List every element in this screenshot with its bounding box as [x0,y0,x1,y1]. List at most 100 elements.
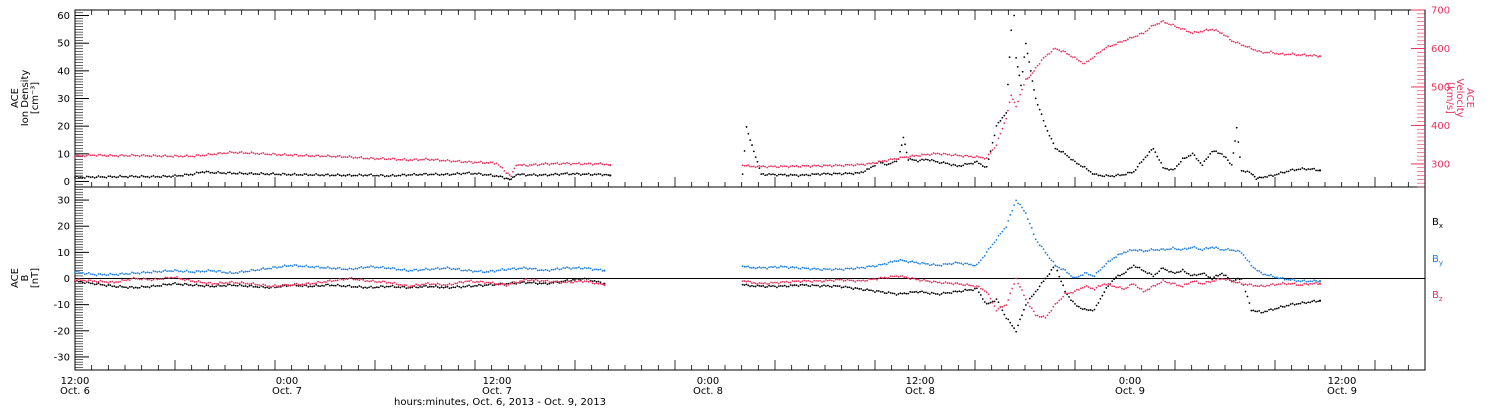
bottom-point [1266,310,1268,313]
top-point [377,175,380,177]
top-point [1087,60,1090,63]
bottom-point [505,285,508,287]
top-point [1062,50,1065,52]
bottom-point [466,280,469,283]
bottom-point [743,265,746,268]
top-point [1046,129,1049,132]
top-point [1232,152,1235,154]
bottom-point [536,283,539,285]
bottom-point [1123,288,1125,291]
top-point [450,173,453,176]
bottom-point [774,281,776,284]
bottom-point [752,281,755,284]
top-point [889,158,892,160]
top-point [127,155,129,158]
top-point [1221,153,1223,155]
bottom-point [1113,278,1116,281]
bottom-point [358,266,361,269]
top-point [854,164,857,167]
top-point [332,174,335,177]
top-point [581,163,584,166]
bottom-point [1293,303,1296,306]
top-point [203,154,206,157]
top-point [772,173,774,176]
top-point [170,176,172,178]
bottom-point [870,289,872,292]
top-point [770,165,772,168]
bottom-point [528,267,531,270]
top-point [383,158,386,161]
bottom-point [303,265,306,268]
top-point [860,163,863,166]
top-point [1142,158,1145,161]
bottom-point [319,285,321,288]
bottom-point [493,270,496,273]
bottom-point [1209,281,1212,284]
bottom-point [583,266,586,269]
bottom-point [797,280,800,282]
bottom-point [583,277,586,280]
top-point [225,172,227,175]
top-point [127,176,129,179]
bottom-point [576,266,578,269]
bottom-point [936,281,939,284]
bottom-y-tick-label: -30 [54,352,70,363]
top-point [1124,39,1127,42]
bottom-point [923,262,925,265]
bottom-point [187,278,190,281]
bottom-point [250,284,253,287]
bottom-point [99,283,102,286]
top-point [289,174,292,176]
top-point [377,158,380,160]
top-point [276,154,278,156]
top-point [278,173,280,176]
top-point [805,164,808,167]
top-point [585,163,588,165]
bottom-point [332,284,335,287]
top-point [987,158,990,161]
bottom-point [489,269,492,272]
bottom-point [370,285,372,288]
bottom-point [1077,288,1080,291]
bottom-point [1085,308,1088,311]
bottom-point [985,251,988,253]
bottom-point [1079,274,1082,277]
bottom-point [1091,274,1094,277]
bottom-point [1046,253,1049,256]
top-point [883,163,886,166]
bottom-point [1318,282,1322,285]
bottom-point [236,272,239,275]
bottom-point [823,267,825,270]
bottom-point [140,285,143,288]
bottom-point [866,279,868,282]
bottom-point [1311,283,1314,285]
bottom-point [215,271,218,273]
top-point [1318,55,1322,58]
top-point [99,153,102,156]
bottom-point [989,246,992,249]
bottom-point [791,280,794,282]
top-point [930,158,933,161]
bottom-point [174,269,176,271]
top-point [413,158,416,161]
top-point [838,164,841,166]
top-point [752,165,755,168]
bottom-point [232,282,235,284]
top-point [495,162,498,165]
bottom-point [797,285,800,288]
bottom-point [495,283,498,286]
top-point [238,151,241,154]
top-point [781,173,784,176]
top-point [1107,174,1110,177]
bottom-point [1297,279,1300,282]
top-point [741,164,744,167]
bottom-point [1258,285,1261,288]
bottom-point [772,266,774,269]
top-point [383,175,386,178]
bottom-point [276,285,278,288]
bottom-point [832,284,835,287]
top-point [854,171,857,174]
bottom-point [1279,305,1282,308]
bottom-point [1234,250,1237,253]
bottom-point [958,290,961,292]
